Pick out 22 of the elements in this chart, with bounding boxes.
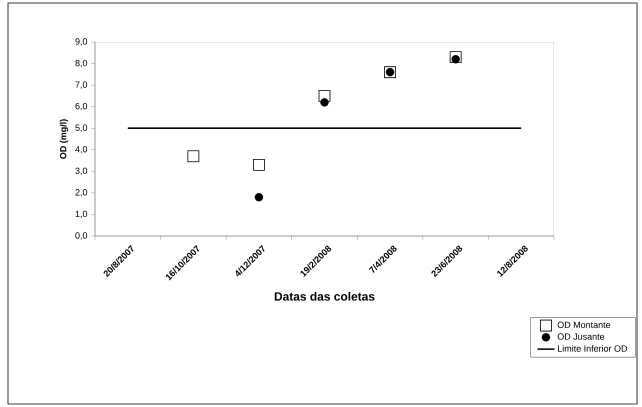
legend-label: OD Jusante <box>558 333 604 340</box>
y-tick-label: 3,0 <box>75 168 88 176</box>
point <box>450 51 462 63</box>
point <box>451 55 460 64</box>
point <box>318 90 330 102</box>
y-axis-title: OD (mg/l) <box>60 119 68 159</box>
x-axis-title: Datas das coletas <box>274 292 374 301</box>
y-tick-label: 1,0 <box>76 210 88 218</box>
y-tick-label: 8,0 <box>75 60 88 68</box>
y-tick-label: 9,0 <box>75 38 88 46</box>
point <box>253 158 265 171</box>
y-tick-label: 0,0 <box>75 232 88 240</box>
y-tick-label: 7,0 <box>75 81 88 89</box>
y-tick-label: 5,0 <box>75 124 88 132</box>
point <box>320 98 329 107</box>
y-tick-label: 4,0 <box>75 146 88 154</box>
y-tick-label: 2,0 <box>75 189 88 197</box>
legend-label: Limite Inferior OD <box>558 345 628 352</box>
point <box>254 193 264 202</box>
legend-label: OD Montante <box>558 322 610 328</box>
y-tick-label: 6,0 <box>75 102 88 110</box>
point <box>187 150 200 162</box>
